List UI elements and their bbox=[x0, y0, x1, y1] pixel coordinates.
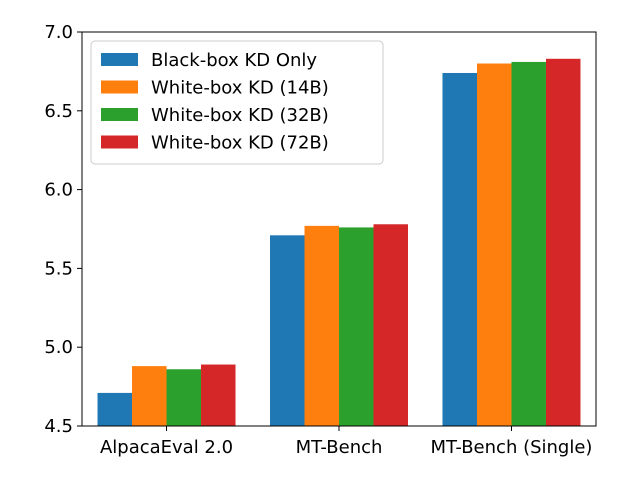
bar bbox=[166, 369, 202, 426]
bar bbox=[304, 225, 339, 426]
axes-layer: 4.5 5.0 5.5 6.0 6.5 7.0 AlpacaEval 2.0 MT-Bench… bbox=[44, 22, 597, 458]
legend-swatch bbox=[101, 108, 138, 121]
bar bbox=[97, 392, 133, 426]
bar bbox=[270, 235, 305, 426]
bar bbox=[373, 224, 408, 426]
legend-swatch bbox=[101, 80, 138, 94]
x-tick-label: AlpacaEval 2.0 bbox=[100, 437, 233, 458]
bar bbox=[201, 364, 236, 426]
y-tick-label: 5.0 bbox=[44, 337, 73, 358]
bar bbox=[442, 72, 477, 426]
legend-label: White-box KD (72B) bbox=[151, 133, 329, 154]
legend-box bbox=[90, 40, 384, 165]
x-tick-label: MT-Bench bbox=[296, 437, 383, 458]
bar bbox=[511, 61, 546, 426]
y-tick-label: 4.5 bbox=[44, 416, 73, 437]
bar bbox=[132, 366, 167, 426]
y-tick-label: 5.5 bbox=[44, 258, 73, 279]
legend-label: White-box KD (14B) bbox=[151, 78, 329, 99]
legend-swatch bbox=[101, 53, 138, 66]
y-tick-label: 6.5 bbox=[44, 101, 73, 122]
legend-label: Black-box KD Only bbox=[151, 50, 317, 71]
legend-label: White-box KD (32B) bbox=[151, 105, 329, 126]
y-tick-label: 6.0 bbox=[44, 180, 73, 201]
legend-swatch bbox=[101, 135, 138, 149]
bar bbox=[476, 63, 512, 427]
legend: Black-box KD Only White-box KD (14B) White… bbox=[90, 40, 384, 165]
bars-layer bbox=[97, 58, 581, 427]
bar bbox=[339, 227, 374, 426]
x-tick-label: MT-Bench (Single) bbox=[430, 437, 592, 458]
bar bbox=[545, 58, 581, 427]
y-tick-label: 7.0 bbox=[44, 22, 73, 43]
